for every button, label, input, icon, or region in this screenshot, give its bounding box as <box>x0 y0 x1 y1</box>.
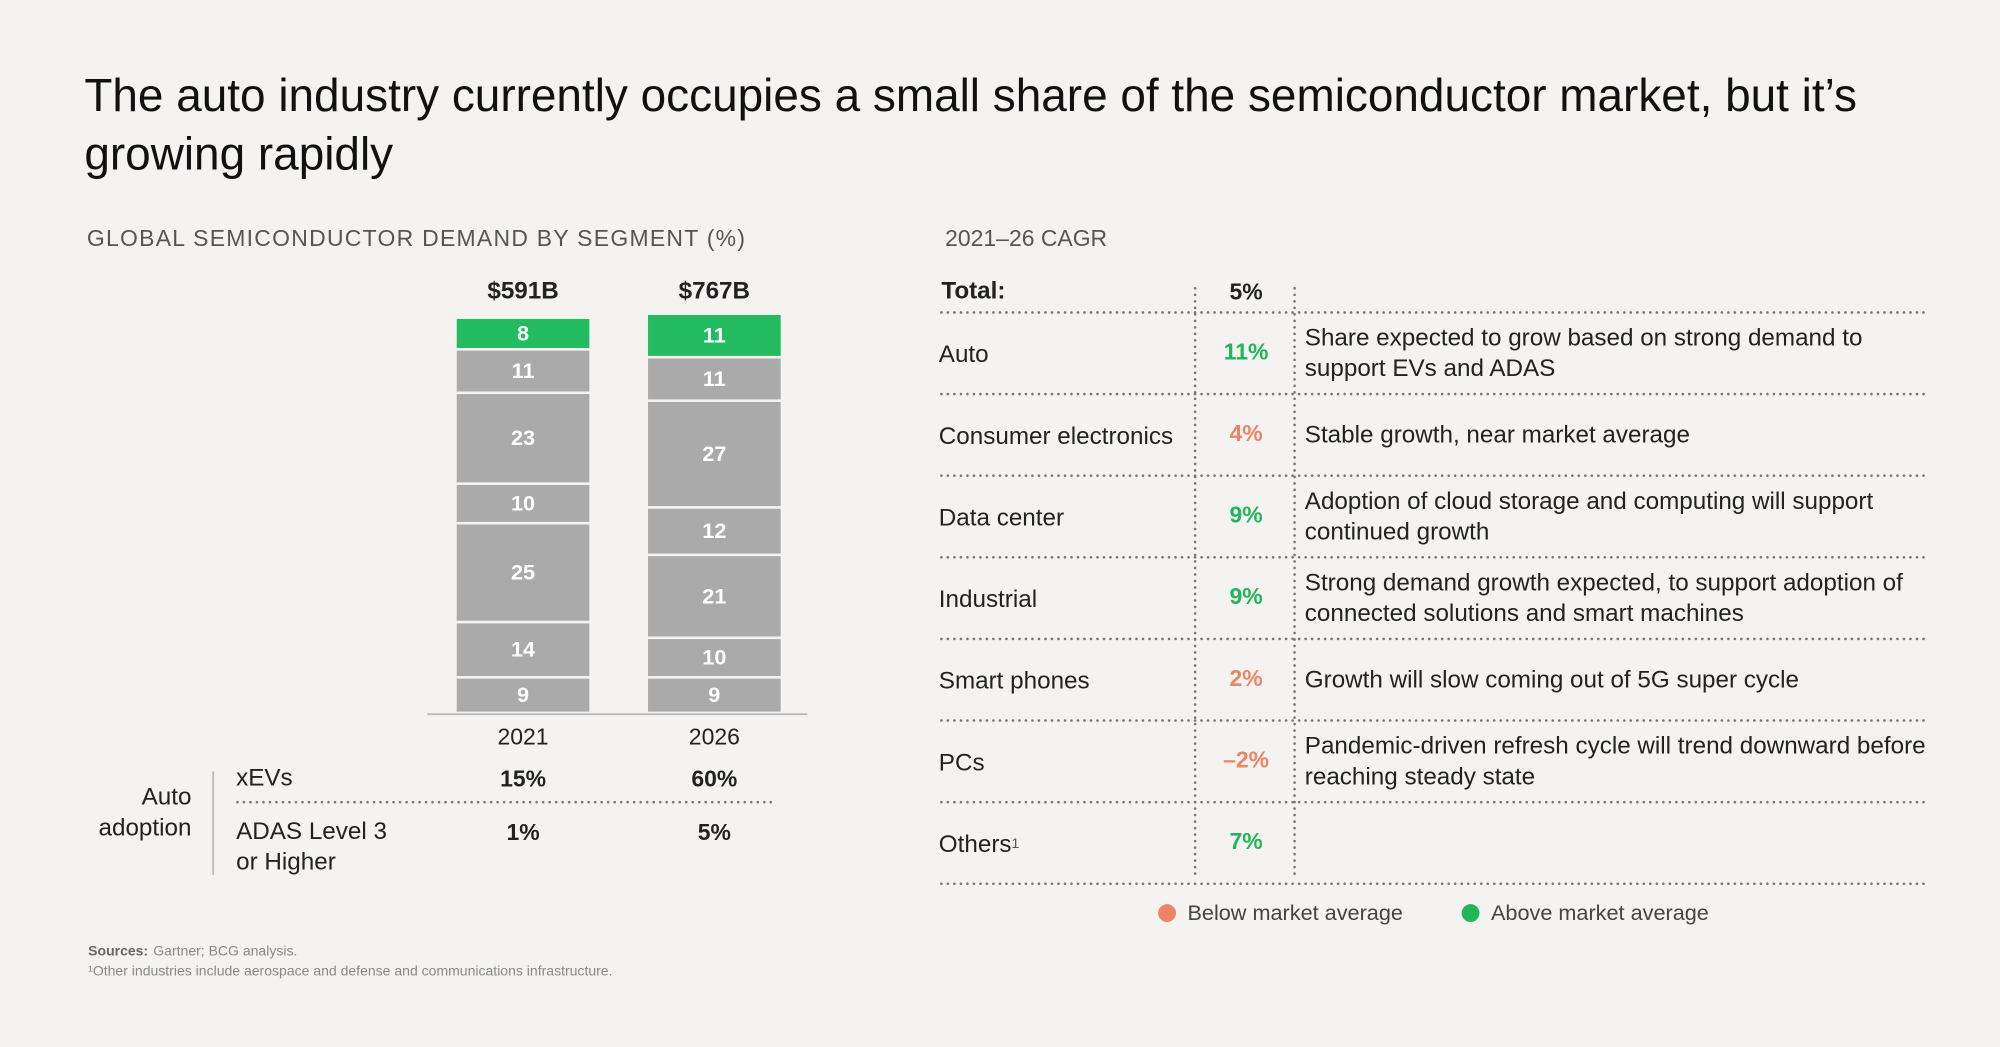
cagr-value: 9% <box>1230 583 1263 609</box>
segment-label: 23 <box>511 425 535 450</box>
row-label-text: Auto <box>938 341 989 368</box>
row-label-box: Auto <box>939 315 1188 394</box>
row-description: Strong demand growth expected, to suppor… <box>1304 570 1903 628</box>
row-label: PCs <box>939 723 1188 802</box>
adoption-value: 15% <box>500 766 546 792</box>
row-label-text: PCs <box>938 749 985 777</box>
adoption-label: Auto adoption <box>98 784 192 842</box>
chart-title-box: The auto industry currently occupies a s… <box>84 68 1857 180</box>
cagr-value: 7% <box>1230 828 1263 854</box>
bar-segment <box>645 506 784 557</box>
row-label-box: Industrial <box>939 560 1188 639</box>
row-label-box: Consumer electronics <box>939 397 1188 476</box>
cagr-value: 2% <box>1230 665 1263 691</box>
row-label: Consumer electronics <box>939 397 1188 476</box>
cagr-value: 9% <box>1230 502 1263 528</box>
bar-segment <box>454 482 592 525</box>
adoption-row-label: ADAS Level 3 or Higher <box>236 818 387 877</box>
chart-title: The auto industry currently occupies a s… <box>84 68 1857 180</box>
adoption-row-label-box: xEVs <box>236 765 293 792</box>
cagr-value: –2% <box>1223 746 1269 772</box>
legend-dot <box>1158 904 1176 923</box>
bar-segment <box>454 316 592 351</box>
row-description: Pandemic-driven refresh cycle will trend… <box>1304 733 1926 791</box>
row-description: Share expected to grow based on strong d… <box>1304 325 1863 383</box>
adoption-value: 5% <box>698 819 731 845</box>
legend-label: Above market average <box>1491 900 1709 925</box>
chart-subtitle: GLOBAL SEMICONDUCTOR DEMAND BY SEGMENT (… <box>87 225 746 251</box>
adoption-value: 60% <box>691 766 737 792</box>
segment-label: 10 <box>511 490 535 515</box>
row-label: Others 1 <box>939 805 1188 884</box>
row-description-box: Share expected to grow based on strong d… <box>1304 325 1863 383</box>
row-description-box: Pandemic-driven refresh cycle will trend… <box>1304 733 1926 791</box>
sources: Sources: Gartner; BCG analysis. <box>88 942 297 958</box>
row-label-box: Others 1 <box>939 805 1188 884</box>
row-description: Adoption of cloud storage and computing … <box>1304 488 1874 546</box>
footnote: ¹Other industries include aerospace and … <box>88 962 612 978</box>
segment-label: 9 <box>708 682 720 707</box>
segment-label: 10 <box>702 645 726 670</box>
adoption-value: 1% <box>506 819 539 845</box>
segment-label: 21 <box>702 583 726 608</box>
legend-dot <box>1461 904 1480 923</box>
adoption-row-label: xEVs <box>236 765 293 792</box>
row-label-text: Smart phones <box>938 667 1090 695</box>
segment-label: 14 <box>511 637 535 662</box>
row-label: Auto <box>939 315 1188 394</box>
row-label-text: Data center <box>938 504 1065 532</box>
segment-label: 11 <box>512 358 535 383</box>
bar-segment <box>645 676 784 715</box>
bar-total: $591B <box>487 277 558 304</box>
cagr-value: 4% <box>1230 420 1263 446</box>
bar-segment <box>645 553 784 640</box>
row-label: Industrial <box>939 560 1188 639</box>
sources-label: Sources: <box>88 942 148 958</box>
bar-segment <box>454 391 592 485</box>
footnote-mark: 1 <box>1011 835 1020 852</box>
segment-label: 11 <box>703 322 726 347</box>
row-label-box: Data center <box>939 478 1188 557</box>
segment-label: 11 <box>703 366 726 391</box>
total-label: Total: <box>941 277 1005 304</box>
row-label-text: Industrial <box>938 585 1038 613</box>
row-description-box: Stable growth, near market average <box>1304 422 1691 449</box>
segment-label: 27 <box>702 441 726 466</box>
row-label: Data center <box>939 478 1188 557</box>
cagr-value: 11% <box>1224 338 1269 364</box>
row-label-box: PCs <box>939 723 1188 802</box>
row-description-box: Strong demand growth expected, to suppor… <box>1304 570 1903 628</box>
bar-segment <box>645 636 784 679</box>
table-title: 2021–26 CAGR <box>945 225 1107 251</box>
segment-label: 25 <box>511 560 535 585</box>
sources-text: Gartner; BCG analysis. <box>153 942 297 958</box>
adoption-label-box: Auto adoption <box>98 784 192 842</box>
row-description-box: Adoption of cloud storage and computing … <box>1304 488 1874 546</box>
bar-segment <box>454 676 592 715</box>
row-label-box: Smart phones <box>939 641 1188 720</box>
row-label: Smart phones <box>939 641 1188 720</box>
row-description: Stable growth, near market average <box>1304 422 1691 449</box>
legend-label: Below market average <box>1187 900 1402 925</box>
row-label-text: Others <box>938 830 1012 858</box>
bar-total: $767B <box>679 277 750 304</box>
bar-segment <box>645 355 784 402</box>
bar-segment <box>454 620 592 679</box>
adoption-row-label-box: ADAS Level 3 or Higher <box>236 818 387 877</box>
row-description: Growth will slow coming out of 5G super … <box>1304 666 1800 694</box>
x-tick-label: 2026 <box>689 723 740 749</box>
x-tick-label: 2021 <box>498 723 549 749</box>
bar-segment <box>454 348 592 395</box>
bar-segment <box>645 312 784 359</box>
segment-label: 12 <box>702 518 726 543</box>
bar-segment <box>645 399 784 509</box>
total-value: 5% <box>1230 278 1263 304</box>
row-description-box: Growth will slow coming out of 5G super … <box>1304 666 1800 694</box>
row-label-text: Consumer electronics <box>938 422 1174 450</box>
segment-label: 8 <box>517 320 529 345</box>
segment-label: 9 <box>517 682 529 707</box>
